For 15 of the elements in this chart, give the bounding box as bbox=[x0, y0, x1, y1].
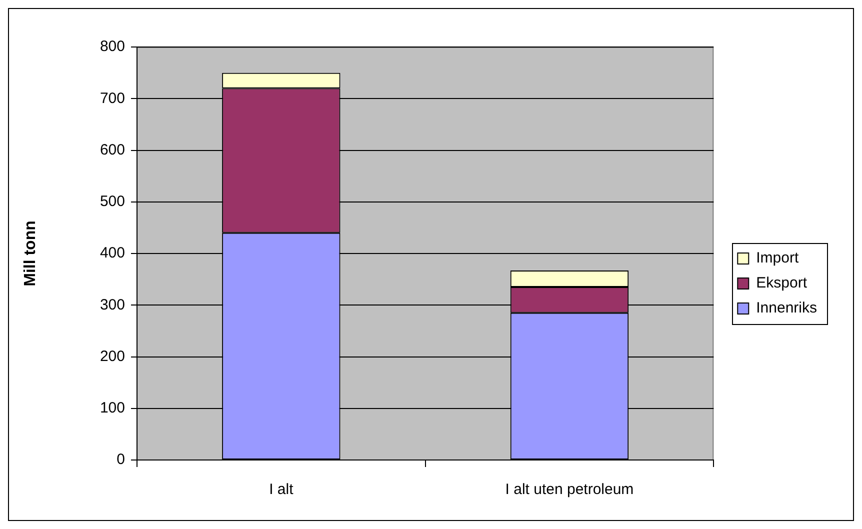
y-tick-label: 0 bbox=[116, 451, 125, 468]
y-tick-label: 600 bbox=[100, 141, 125, 158]
y-axis-title: Mill tonn bbox=[22, 220, 40, 286]
y-tick-label: 300 bbox=[100, 296, 125, 314]
legend-label: Import bbox=[756, 250, 800, 267]
legend-label: Innenriks bbox=[756, 300, 818, 317]
x-tick-label: I alt bbox=[269, 481, 294, 498]
legend-label: Eksport bbox=[756, 274, 808, 292]
y-tick-label: 200 bbox=[100, 348, 125, 365]
x-tick-label: I alt uten petroleum bbox=[505, 481, 634, 498]
y-tick-label: 500 bbox=[100, 193, 125, 210]
y-tick-label: 400 bbox=[100, 244, 125, 262]
y-tick-label: 700 bbox=[100, 90, 125, 107]
y-tick-label: 800 bbox=[100, 38, 125, 56]
y-tick-label: 100 bbox=[100, 400, 125, 417]
